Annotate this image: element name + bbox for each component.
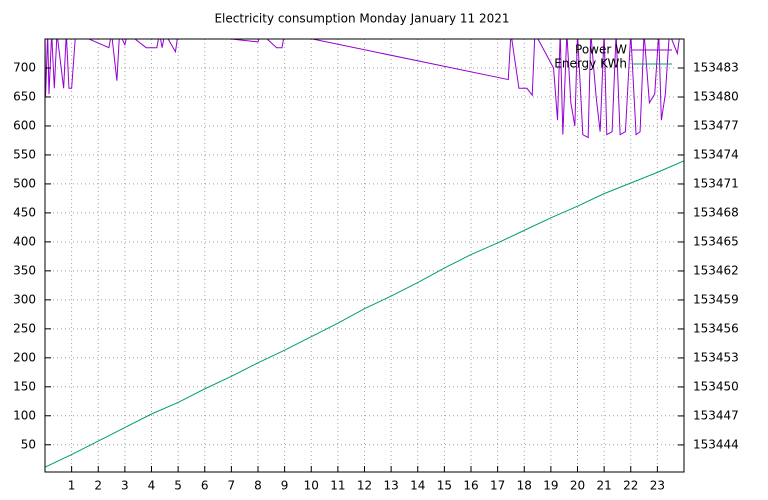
y-tick-label: 550: [13, 147, 36, 161]
x-tick-label: 6: [201, 479, 209, 493]
y2-tick-label: 153474: [693, 147, 739, 161]
y2-tick-label: 153465: [693, 234, 739, 248]
y2-tick-label: 153459: [693, 292, 739, 306]
y2-tick-label: 153447: [693, 408, 739, 422]
y2-tick-label: 153444: [693, 437, 739, 451]
x-tick-label: 11: [330, 479, 345, 493]
grid: [45, 39, 684, 472]
y2-tick-label: 153483: [693, 60, 739, 74]
x-tick-label: 2: [94, 479, 102, 493]
x-tick-label: 8: [254, 479, 262, 493]
x-tick-label: 20: [570, 479, 585, 493]
x-tick-label: 1: [68, 479, 76, 493]
series-line: [45, 39, 680, 139]
y2-tick-label: 153468: [693, 205, 739, 219]
x-tick-label: 19: [543, 479, 558, 493]
y-tick-label: 650: [13, 89, 36, 103]
y-tick-label: 450: [13, 205, 36, 219]
y-tick-label: 600: [13, 118, 36, 132]
chart-title: Electricity consumption Monday January 1…: [214, 12, 509, 26]
x-tick-label: 12: [357, 479, 372, 493]
x-tick-label: 3: [121, 479, 129, 493]
x-tick-label: 15: [437, 479, 452, 493]
x-tick-label: 13: [383, 479, 398, 493]
y2-tick-label: 153453: [693, 350, 739, 364]
x-tick-label: 16: [463, 479, 478, 493]
y2-tick-label: 153462: [693, 263, 739, 277]
y2-tick-label: 153471: [693, 176, 739, 190]
x-tick-label: 23: [650, 479, 665, 493]
x-tick-label: 10: [304, 479, 319, 493]
x-tick-label: 5: [174, 479, 182, 493]
y2-tick-label: 153456: [693, 321, 739, 335]
series-line: [45, 160, 684, 468]
y-tick-label: 50: [21, 437, 36, 451]
y-tick-label: 100: [13, 408, 36, 422]
x-tick-label: 17: [490, 479, 505, 493]
y2-tick-label: 153477: [693, 118, 739, 132]
plot-area: [45, 39, 684, 468]
y-tick-label: 300: [13, 292, 36, 306]
y-tick-label: 250: [13, 321, 36, 335]
y2-tick-label: 153450: [693, 379, 739, 393]
x-tick-label: 21: [596, 479, 611, 493]
legend-label: Energy KWh: [554, 57, 627, 71]
y-tick-label: 200: [13, 350, 36, 364]
y-tick-label: 400: [13, 234, 36, 248]
y-tick-label: 500: [13, 176, 36, 190]
x-tick-label: 14: [410, 479, 425, 493]
x-tick-label: 18: [517, 479, 532, 493]
y-tick-label: 700: [13, 60, 36, 74]
x-tick-label: 4: [148, 479, 156, 493]
y2-tick-label: 153480: [693, 89, 739, 103]
y-tick-label: 150: [13, 379, 36, 393]
y-tick-label: 350: [13, 263, 36, 277]
x-tick-label: 22: [623, 479, 638, 493]
x-tick-label: 9: [281, 479, 289, 493]
legend-label: Power W: [575, 43, 627, 57]
x-tick-label: 7: [228, 479, 236, 493]
